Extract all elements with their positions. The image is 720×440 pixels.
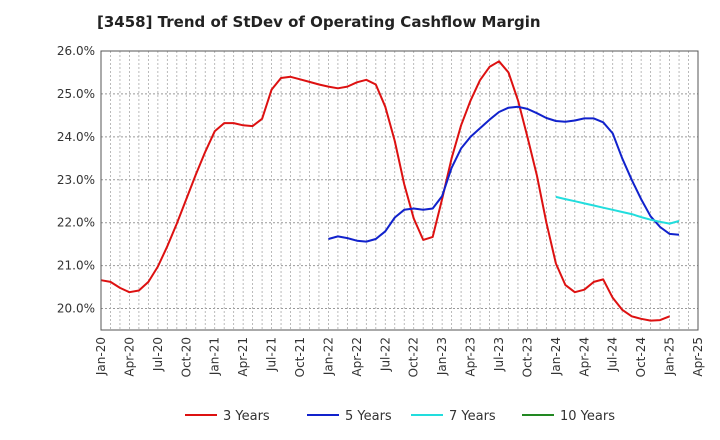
- legend-label: 10 Years: [560, 409, 615, 424]
- legend-label: 3 Years: [223, 409, 270, 424]
- x-tick-label: Jul-22: [378, 337, 392, 372]
- x-tick-label: Jul-20: [151, 337, 165, 372]
- x-tick-label: Jul-24: [606, 337, 620, 372]
- x-axis-ticks: Jan-20 Apr-20 Jul-20 Oct-20 Jan-21 Apr-21 Jul-…: [94, 337, 705, 377]
- plot-area-border: [100, 50, 699, 331]
- x-tick-label: Apr-23: [464, 337, 478, 377]
- legend-label: 5 Years: [345, 409, 392, 424]
- x-tick-label: Apr-22: [350, 337, 364, 377]
- series-lines: [100, 60, 680, 322]
- series-line: [100, 60, 670, 322]
- x-tick-label: Apr-20: [122, 337, 136, 377]
- series-line: [555, 195, 680, 225]
- x-tick-label: Jan-25: [663, 337, 677, 376]
- series-line: [328, 105, 680, 243]
- y-tick-label: 26.0%: [57, 44, 95, 58]
- y-tick-label: 23.0%: [57, 173, 95, 187]
- y-tick-label: 25.0%: [57, 87, 95, 101]
- y-tick-label: 21.0%: [57, 259, 95, 273]
- x-tick-label: Jul-23: [492, 337, 506, 372]
- x-tick-label: Apr-21: [236, 337, 250, 377]
- x-tick-label: Oct-21: [293, 337, 307, 377]
- x-tick-label: Jan-21: [208, 337, 222, 376]
- x-tick-label: Apr-24: [577, 337, 591, 377]
- x-tick-label: Oct-24: [634, 337, 648, 377]
- x-tick-label: Oct-22: [407, 337, 421, 377]
- x-tick-label: Jan-24: [549, 337, 563, 376]
- x-tick-label: Jan-20: [94, 337, 108, 376]
- x-tick-label: Jul-21: [265, 337, 279, 372]
- chart-title: [3458] Trend of StDev of Operating Cashf…: [97, 13, 541, 31]
- legend-label: 7 Years: [449, 409, 496, 424]
- legend: 3 Years 5 Years 7 Years 10 Years: [185, 409, 615, 424]
- y-tick-label: 24.0%: [57, 130, 95, 144]
- y-tick-label: 20.0%: [57, 302, 95, 316]
- y-tick-label: 22.0%: [57, 216, 95, 230]
- x-tick-label: Jan-22: [321, 337, 335, 376]
- grid: [101, 50, 698, 330]
- y-axis-ticks: 20.0% 21.0% 22.0% 23.0% 24.0% 25.0% 26.0%: [57, 44, 95, 316]
- x-tick-label: Apr-25: [691, 337, 705, 377]
- x-tick-label: Oct-23: [520, 337, 534, 377]
- x-tick-label: Jan-23: [435, 337, 449, 376]
- x-tick-label: Oct-20: [179, 337, 193, 377]
